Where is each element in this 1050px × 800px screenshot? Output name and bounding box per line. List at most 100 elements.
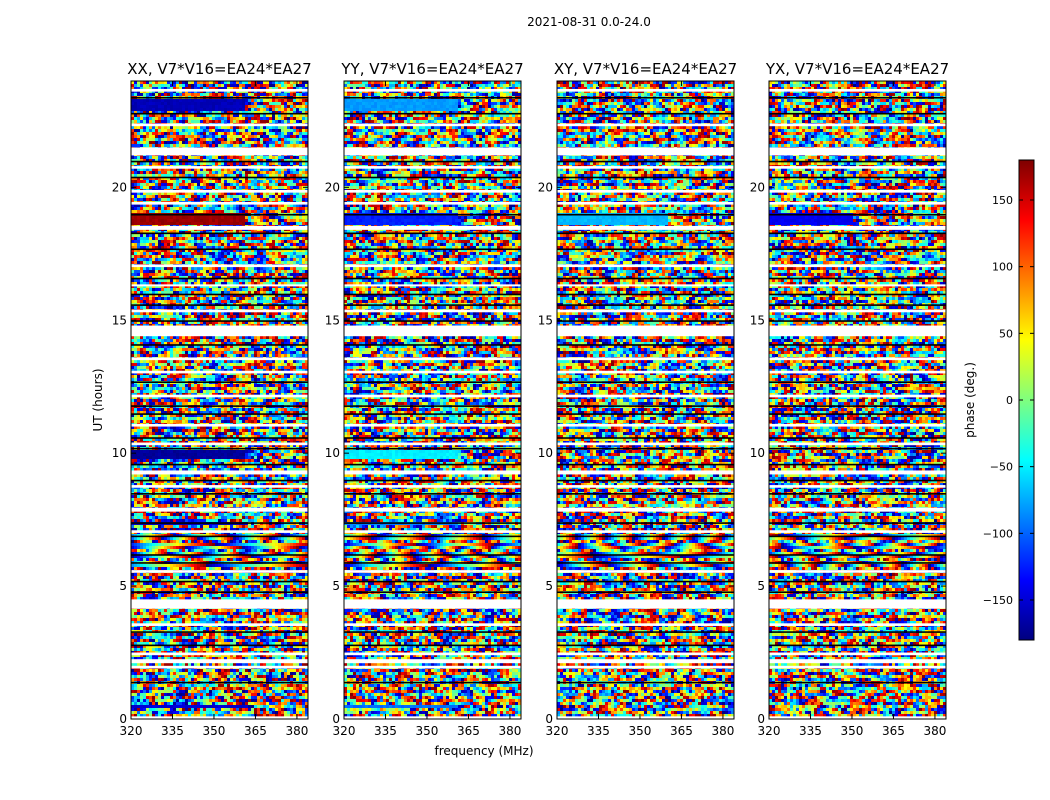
heatmap-cell bbox=[305, 180, 308, 183]
heatmap-cell bbox=[281, 108, 284, 111]
heatmap-cell bbox=[167, 156, 170, 159]
heatmap-cell bbox=[212, 156, 215, 159]
heatmap-cell bbox=[140, 297, 143, 300]
heatmap-cell bbox=[281, 258, 284, 261]
heatmap-cell bbox=[233, 285, 236, 288]
heatmap-cell bbox=[296, 108, 299, 111]
heatmap-cell bbox=[242, 135, 245, 138]
heatmap-cell bbox=[134, 141, 137, 144]
heatmap-cell bbox=[287, 318, 290, 321]
heatmap-cell bbox=[215, 87, 218, 90]
heatmap-cell bbox=[179, 177, 182, 180]
heatmap-cell bbox=[263, 270, 266, 273]
heatmap-cell bbox=[239, 87, 242, 90]
heatmap-cell bbox=[170, 120, 173, 123]
heatmap-cell bbox=[233, 132, 236, 135]
heatmap-cell bbox=[230, 216, 233, 219]
heatmap-cell bbox=[221, 204, 224, 207]
heatmap-cell bbox=[257, 285, 260, 288]
heatmap-cell bbox=[167, 255, 170, 258]
heatmap-cell bbox=[215, 207, 218, 210]
heatmap-cell bbox=[278, 159, 281, 162]
heatmap-cell bbox=[224, 204, 227, 207]
heatmap-cell bbox=[251, 168, 254, 171]
heatmap-cell bbox=[155, 111, 158, 114]
heatmap-cell bbox=[173, 279, 176, 282]
heatmap-cell bbox=[149, 138, 152, 141]
heatmap-cell bbox=[239, 180, 242, 183]
heatmap-cell bbox=[296, 255, 299, 258]
heatmap-cell bbox=[134, 81, 137, 84]
heatmap-cell bbox=[131, 222, 134, 225]
heatmap-cell bbox=[251, 243, 254, 246]
heatmap-cell bbox=[161, 84, 164, 87]
heatmap-cell bbox=[233, 261, 236, 264]
heatmap-cell bbox=[137, 126, 140, 129]
heatmap-cell bbox=[275, 315, 278, 318]
heatmap-cell bbox=[167, 315, 170, 318]
heatmap-cell bbox=[209, 234, 212, 237]
heatmap-cell bbox=[218, 306, 221, 309]
heatmap-cell bbox=[245, 120, 248, 123]
heatmap-cell bbox=[200, 141, 203, 144]
heatmap-cell bbox=[137, 144, 140, 147]
heatmap-cell bbox=[131, 297, 134, 300]
heatmap-cell bbox=[137, 300, 140, 303]
heatmap-cell bbox=[218, 273, 221, 276]
heatmap-cell bbox=[182, 192, 185, 195]
heatmap-cell bbox=[293, 237, 296, 240]
heatmap-cell bbox=[200, 258, 203, 261]
heatmap-cell bbox=[131, 237, 134, 240]
heatmap-cell bbox=[200, 219, 203, 222]
heatmap-cell bbox=[221, 195, 224, 198]
heatmap-cell bbox=[215, 300, 218, 303]
heatmap-cell bbox=[290, 129, 293, 132]
heatmap-cell bbox=[176, 126, 179, 129]
heatmap-cell bbox=[143, 156, 146, 159]
heatmap-cell bbox=[278, 81, 281, 84]
heatmap-cell bbox=[242, 291, 245, 294]
heatmap-cell bbox=[149, 186, 152, 189]
heatmap-cell bbox=[275, 81, 278, 84]
heatmap-cell bbox=[293, 204, 296, 207]
heatmap-cell bbox=[212, 285, 215, 288]
heatmap-cell bbox=[278, 204, 281, 207]
heatmap-cell bbox=[290, 114, 293, 117]
heatmap-cell bbox=[251, 222, 254, 225]
heatmap-cell bbox=[305, 312, 308, 315]
heatmap-cell bbox=[257, 315, 260, 318]
heatmap-cell bbox=[194, 306, 197, 309]
heatmap-cell bbox=[164, 261, 167, 264]
heatmap-cell bbox=[263, 315, 266, 318]
heatmap-cell bbox=[260, 198, 263, 201]
heatmap-cell bbox=[185, 249, 188, 252]
heatmap-cell bbox=[209, 192, 212, 195]
heatmap-cell bbox=[167, 246, 170, 249]
heatmap-cell bbox=[167, 237, 170, 240]
heatmap-cell bbox=[197, 243, 200, 246]
heatmap-cell bbox=[302, 93, 305, 96]
heatmap-cell bbox=[179, 120, 182, 123]
heatmap-cell bbox=[248, 243, 251, 246]
heatmap-cell bbox=[167, 222, 170, 225]
heatmap-cell bbox=[161, 300, 164, 303]
heatmap-cell bbox=[131, 171, 134, 174]
heatmap-cell bbox=[185, 231, 188, 234]
heatmap-cell bbox=[212, 255, 215, 258]
heatmap-cell bbox=[179, 207, 182, 210]
heatmap-cell bbox=[197, 267, 200, 270]
heatmap-cell bbox=[299, 171, 302, 174]
heatmap-cell bbox=[221, 288, 224, 291]
heatmap-cell bbox=[200, 198, 203, 201]
heatmap-cell bbox=[293, 321, 296, 324]
heatmap-cell bbox=[179, 204, 182, 207]
heatmap-cell bbox=[188, 249, 191, 252]
heatmap-cell bbox=[233, 219, 236, 222]
heatmap-cell bbox=[161, 321, 164, 324]
heatmap-cell bbox=[137, 198, 140, 201]
heatmap-cell bbox=[152, 288, 155, 291]
heatmap-cell bbox=[233, 111, 236, 114]
heatmap-cell bbox=[248, 114, 251, 117]
heatmap-cell bbox=[179, 249, 182, 252]
heatmap-cell bbox=[164, 279, 167, 282]
